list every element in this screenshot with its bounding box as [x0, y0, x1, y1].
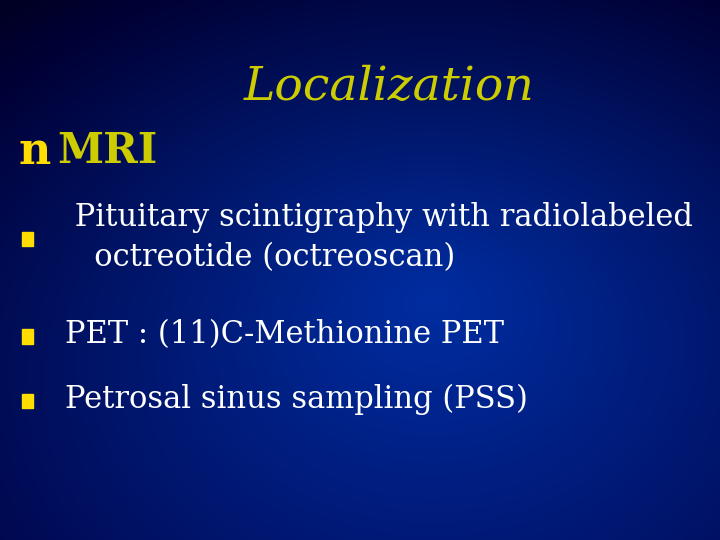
FancyBboxPatch shape: [22, 232, 32, 246]
Text: Localization: Localization: [243, 65, 534, 110]
FancyBboxPatch shape: [22, 329, 32, 343]
Text: Pituitary scintigraphy with radiolabeled
   octreotide (octreoscan): Pituitary scintigraphy with radiolabeled…: [65, 202, 693, 273]
Text: n: n: [18, 130, 50, 173]
Text: MRI: MRI: [58, 130, 158, 172]
FancyBboxPatch shape: [22, 394, 32, 408]
Text: Petrosal sinus sampling (PSS): Petrosal sinus sampling (PSS): [65, 384, 528, 415]
Text: PET : (11)C-Methionine PET: PET : (11)C-Methionine PET: [65, 319, 504, 350]
